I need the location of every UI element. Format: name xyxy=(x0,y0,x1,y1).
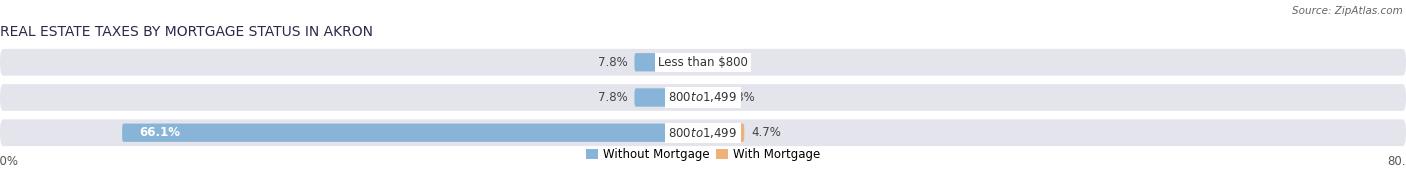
Text: 0.0%: 0.0% xyxy=(710,56,740,69)
Text: 4.7%: 4.7% xyxy=(751,126,782,139)
FancyBboxPatch shape xyxy=(634,88,703,107)
Legend: Without Mortgage, With Mortgage: Without Mortgage, With Mortgage xyxy=(581,143,825,166)
Text: 7.8%: 7.8% xyxy=(598,91,627,104)
FancyBboxPatch shape xyxy=(703,88,718,107)
FancyBboxPatch shape xyxy=(0,119,1406,146)
FancyBboxPatch shape xyxy=(0,84,1406,111)
Text: 1.8%: 1.8% xyxy=(725,91,755,104)
Text: 7.8%: 7.8% xyxy=(598,56,627,69)
Text: Source: ZipAtlas.com: Source: ZipAtlas.com xyxy=(1292,6,1403,16)
Text: $800 to $1,499: $800 to $1,499 xyxy=(668,90,738,105)
FancyBboxPatch shape xyxy=(634,53,703,71)
Text: REAL ESTATE TAXES BY MORTGAGE STATUS IN AKRON: REAL ESTATE TAXES BY MORTGAGE STATUS IN … xyxy=(0,25,373,39)
FancyBboxPatch shape xyxy=(122,124,703,142)
FancyBboxPatch shape xyxy=(0,49,1406,76)
Text: Less than $800: Less than $800 xyxy=(658,56,748,69)
Text: $800 to $1,499: $800 to $1,499 xyxy=(668,126,738,140)
FancyBboxPatch shape xyxy=(703,124,744,142)
Text: 66.1%: 66.1% xyxy=(139,126,181,139)
